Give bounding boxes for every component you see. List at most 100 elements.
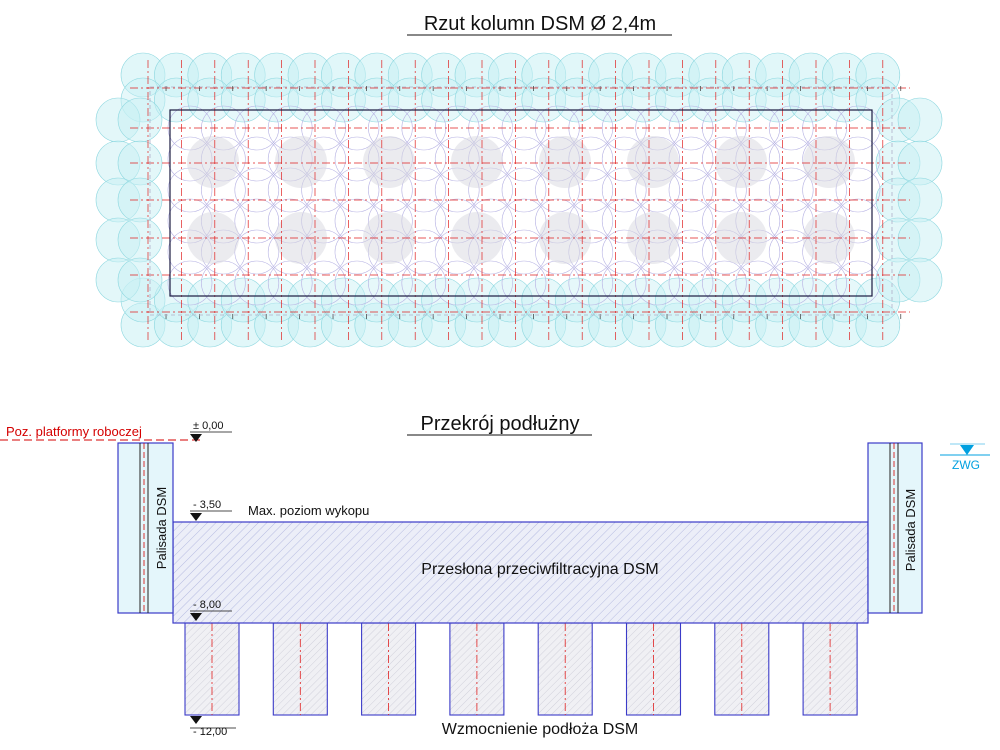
groundwater-marker: ZWG <box>940 443 990 472</box>
plan-axis-tick: I <box>265 85 267 93</box>
plan-axis-tick: I <box>800 85 802 93</box>
plan-axis-tick: I <box>466 313 468 321</box>
plan-axis-tick: I <box>499 85 501 93</box>
plan-column-circle <box>387 77 433 123</box>
plan-interior-circle <box>468 260 513 306</box>
plan-axis-tick: I <box>365 313 367 321</box>
plan-axis-tick: I <box>399 85 401 93</box>
plan-column-circle <box>897 97 943 143</box>
plan-axis-tick: I <box>733 85 735 93</box>
plan-column-circle <box>721 77 767 123</box>
plan-axis-tick: I <box>766 85 768 93</box>
reinforcement-label: Wzmocnienie podłoża DSM <box>442 721 639 738</box>
plan-column-circle <box>421 77 466 123</box>
plan-column-circle <box>855 52 901 98</box>
plan-core-circle <box>363 136 415 188</box>
plan-axis-tick: I <box>399 313 401 321</box>
plan-excavation-outline <box>169 109 873 297</box>
plan-core-circle <box>187 136 239 188</box>
plan-interior-circle <box>501 260 547 306</box>
plan-dsm-column-circles <box>95 52 943 348</box>
plan-core-circle <box>275 136 327 188</box>
level-marker-800: - 8,00 <box>190 599 232 621</box>
barrier-label: Przesłona przeciwfiltracyjna DSM <box>421 561 658 578</box>
plan-axis-tick: I <box>198 85 200 93</box>
palisade-left-label: Palisada DSM <box>154 487 169 569</box>
platform-label: Poz. platformy roboczej <box>6 424 142 439</box>
plan-column-circle <box>521 77 567 123</box>
svg-text:- 8,00: - 8,00 <box>193 599 221 611</box>
plan-column-circle <box>788 77 834 123</box>
plan-interior-circle <box>501 167 547 213</box>
svg-text:± 0,00: ± 0,00 <box>193 420 224 432</box>
level-marker-1200: - 12,00 <box>190 716 236 738</box>
plan-interior-circle <box>601 260 647 306</box>
reinforcement-column <box>625 622 682 716</box>
plan-axis-tick: I <box>699 85 701 93</box>
section-view: Przekrój podłużny Poz. platformy robocze… <box>0 413 990 738</box>
plan-axis-tick: I <box>299 85 301 93</box>
plan-interior-circle <box>768 260 814 306</box>
reinforcement-column <box>802 622 858 716</box>
plan-column-circle <box>454 77 500 123</box>
plan-interior-circle <box>167 260 213 306</box>
palisade-left: Palisada DSM <box>117 442 174 614</box>
plan-column-circle <box>117 257 163 303</box>
plan-interior-circle <box>301 260 346 306</box>
plan-column-circle <box>321 77 366 123</box>
plan-axis-tick: I <box>833 85 835 93</box>
plan-title: Rzut kolumn DSM Ø 2,4m <box>424 13 656 35</box>
plan-axis-tick: I <box>499 313 501 321</box>
plan-interior-circle <box>234 167 280 213</box>
plan-column-circle <box>655 77 700 123</box>
plan-axis-tick: I <box>365 85 367 93</box>
groundwater-label: ZWG <box>952 458 980 472</box>
plan-axis-tick: I <box>900 85 902 93</box>
plan-column-circle <box>897 217 943 263</box>
plan-interior-circle <box>568 167 614 213</box>
palisade-right-label: Palisada DSM <box>903 489 918 571</box>
reinforcement-column <box>714 622 770 716</box>
plan-axis-tick: I <box>900 313 902 321</box>
reinforcement-column <box>361 622 417 716</box>
plan-axis-tick: I <box>332 85 334 93</box>
plan-column-circle <box>117 217 163 263</box>
plan-interior-circle <box>702 260 747 306</box>
plan-core-circle <box>451 136 503 188</box>
section-title: Przekrój podłużny <box>421 413 580 435</box>
plan-core-circle <box>803 136 855 188</box>
plan-axis-tick: I <box>566 313 568 321</box>
plan-core-circle <box>715 136 767 188</box>
plan-axis-tick: I <box>666 313 668 321</box>
plan-interior-circle <box>668 260 714 306</box>
plan-column-circle <box>755 77 800 123</box>
plan-column-circle <box>822 77 867 123</box>
plan-interior-circle <box>234 198 280 244</box>
max-excavation-label: Max. poziom wykopu <box>248 503 369 518</box>
plan-core-circle <box>627 136 679 188</box>
plan-axis-tick: I <box>299 313 301 321</box>
plan-axis-tick: I <box>532 85 534 93</box>
plan-axis-tick: I <box>466 85 468 93</box>
palisade-right: Palisada DSM <box>867 442 923 614</box>
plan-column-circle <box>220 77 266 123</box>
plan-axis-tick: I <box>232 313 234 321</box>
plan-axis-tick: I <box>599 313 601 321</box>
plan-axis-tick: I <box>165 313 167 321</box>
plan-interior-circle <box>835 260 881 306</box>
plan-interior-circle <box>735 260 781 306</box>
plan-column-circle <box>855 302 901 348</box>
plan-axis-tick: I <box>432 85 434 93</box>
plan-axis-tick: I <box>265 313 267 321</box>
plan-axis-tick: I <box>866 85 868 93</box>
plan-column-circle <box>287 77 333 123</box>
svg-text:- 12,00: - 12,00 <box>193 726 227 738</box>
plan-column-circle <box>187 77 233 123</box>
plan-axis-tick: I <box>332 313 334 321</box>
plan-axis-tick: I <box>532 313 534 321</box>
plan-column-circle <box>254 77 299 123</box>
plan-axis-tick: I <box>566 85 568 93</box>
plan-axis-tick: I <box>699 313 701 321</box>
plan-interior-circle <box>768 167 814 213</box>
